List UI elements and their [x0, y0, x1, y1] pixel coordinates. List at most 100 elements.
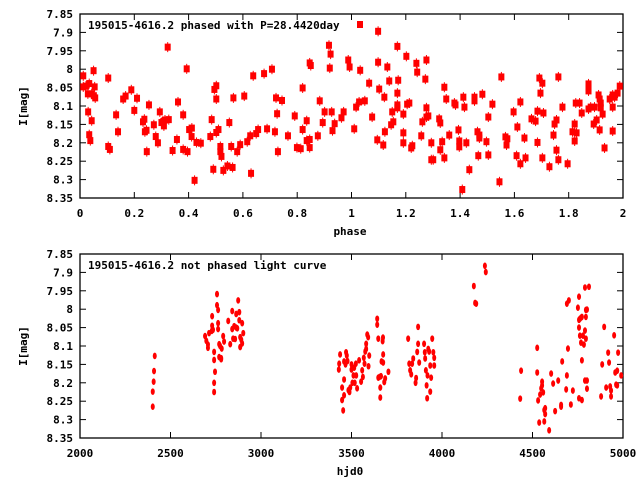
y-axis-label: I[mag] — [17, 86, 30, 126]
data-point — [150, 388, 155, 395]
data-point — [105, 73, 112, 84]
point-marker — [237, 141, 244, 149]
y-tick-label: 8.35 — [47, 192, 74, 205]
point-marker — [616, 82, 623, 90]
point-marker — [143, 148, 150, 156]
data-point — [379, 372, 384, 380]
unphased-light-curve-plot: 195015-4616.2 not phased light curve hjd… — [17, 248, 636, 478]
point-marker — [539, 154, 546, 162]
data-point — [212, 379, 217, 387]
point-marker — [253, 130, 260, 138]
data-point — [609, 393, 614, 400]
data-point — [400, 137, 407, 148]
data-point — [414, 374, 419, 382]
point-marker — [274, 110, 281, 118]
data-point — [431, 348, 436, 356]
data-point — [424, 382, 429, 389]
point-marker — [498, 73, 505, 81]
point-marker — [321, 108, 328, 116]
data-point — [366, 333, 371, 341]
data-point — [366, 362, 371, 370]
data-point — [113, 109, 120, 120]
data-point — [213, 368, 218, 376]
point-marker — [82, 82, 89, 90]
data-point — [534, 137, 541, 148]
y-tick-label: 8.25 — [47, 395, 74, 408]
point-marker — [425, 112, 432, 120]
data-point — [293, 142, 300, 153]
data-point — [474, 300, 479, 307]
data-point — [152, 352, 157, 360]
point-marker — [217, 142, 224, 150]
data-point — [482, 262, 487, 270]
point-marker — [229, 163, 236, 171]
data-point — [577, 332, 582, 339]
data-point — [375, 321, 380, 328]
data-point — [131, 105, 138, 116]
data-point — [577, 293, 582, 300]
data-point — [340, 384, 345, 391]
data-point — [535, 369, 540, 376]
data-point — [403, 51, 410, 62]
y-tick-label: 8.05 — [47, 322, 74, 335]
data-point — [355, 385, 360, 392]
data-point — [360, 373, 365, 381]
point-marker — [585, 87, 592, 95]
data-point — [215, 290, 220, 298]
point-marker — [599, 110, 606, 118]
point-marker — [436, 115, 443, 123]
point-marker — [409, 142, 416, 150]
data-point — [329, 125, 336, 136]
data-point — [348, 384, 353, 391]
y-tick-label: 7.95 — [47, 285, 74, 298]
data-point — [411, 355, 416, 362]
point-marker — [595, 91, 602, 99]
data-point — [483, 268, 488, 276]
point-marker — [614, 89, 621, 97]
point-marker — [443, 95, 450, 103]
point-marker — [609, 127, 616, 135]
point-marker — [88, 117, 95, 125]
data-point — [439, 136, 446, 147]
data-point — [446, 130, 453, 141]
point-marker — [553, 116, 560, 124]
point-marker — [213, 95, 220, 103]
data-point — [600, 361, 605, 368]
point-marker — [331, 120, 338, 128]
point-marker — [188, 124, 195, 132]
data-point — [619, 372, 624, 379]
data-point — [180, 144, 187, 155]
data-point — [569, 126, 576, 137]
data-point — [504, 133, 511, 144]
x-tick-label: 1.8 — [559, 207, 579, 220]
point-marker — [274, 148, 281, 156]
data-point — [579, 357, 584, 364]
data-point — [578, 107, 585, 118]
data-point — [466, 164, 473, 175]
point-marker — [476, 134, 483, 142]
data-point — [602, 323, 607, 331]
y-tick-label: 8.2 — [53, 137, 73, 150]
point-marker — [264, 125, 271, 133]
data-point — [463, 137, 470, 148]
data-point — [357, 357, 362, 364]
data-point — [208, 114, 215, 125]
point-marker — [510, 108, 517, 116]
data-point — [357, 65, 364, 76]
point-marker — [226, 119, 233, 127]
point-marker — [489, 100, 496, 108]
data-point — [319, 117, 326, 128]
point-marker — [446, 131, 453, 139]
data-point — [86, 78, 93, 89]
point-marker — [250, 72, 257, 80]
data-point — [211, 326, 216, 334]
data-point — [165, 114, 172, 125]
data-point — [378, 394, 383, 401]
point-marker — [394, 104, 401, 112]
point-marker — [546, 163, 553, 171]
data-point — [510, 106, 517, 117]
data-point — [278, 95, 285, 106]
data-point — [271, 126, 278, 137]
data-point — [378, 384, 383, 391]
point-marker — [141, 115, 148, 123]
